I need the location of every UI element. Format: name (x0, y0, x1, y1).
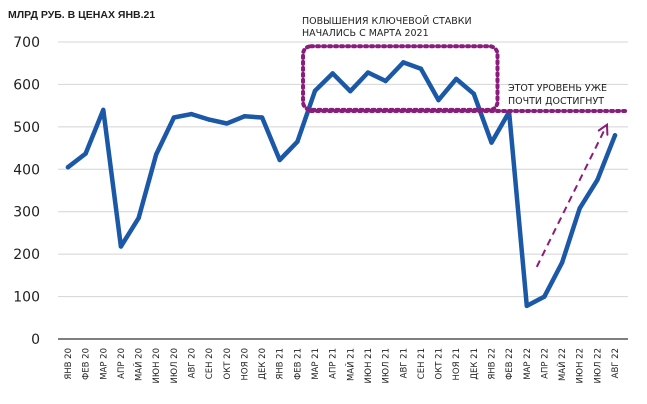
box-caption-line2: НАЧАЛИСЬ С МАРТА 2021 (302, 28, 429, 39)
x-tick-label: АПР 21 (329, 348, 339, 379)
data-point (436, 97, 441, 103)
x-tick-label: НОЯ 20 (240, 348, 250, 381)
data-point (65, 164, 71, 170)
data-point (242, 114, 247, 119)
y-tick-label: 0 (31, 332, 40, 348)
data-point (136, 215, 141, 221)
x-tick-label: ИЮН 20 (152, 348, 162, 383)
x-tick-label: СЕН 21 (417, 348, 427, 379)
x-tick-label: ФЕВ 21 (293, 348, 303, 380)
data-point (612, 133, 618, 138)
data-point (453, 76, 459, 82)
x-tick-label: ИЮЛ 21 (382, 348, 392, 383)
y-axis-title: МЛРД РУБ. В ЦЕНАХ ЯНВ.21 (8, 9, 155, 21)
data-point (577, 206, 582, 211)
data-point (471, 91, 477, 96)
x-tick-label: НОЯ 21 (452, 348, 462, 381)
x-tick-label: ИЮН 21 (364, 348, 374, 383)
data-point (595, 177, 600, 183)
data-point (365, 70, 371, 75)
data-point (401, 60, 406, 65)
data-point (295, 139, 300, 144)
data-point (206, 117, 212, 122)
data-point (101, 107, 106, 113)
x-tick-label: ЯНВ 20 (64, 348, 74, 380)
level-caption-line1: ЭТОТ УРОВЕНЬ УЖЕ (508, 83, 607, 94)
x-tick-label: ЯНВ 21 (276, 348, 286, 380)
data-point (83, 151, 88, 156)
data-point (277, 157, 282, 163)
trend-arrowhead (597, 122, 609, 136)
x-tick-label: МАЙ 21 (344, 348, 356, 381)
y-tick-label: 600 (13, 77, 40, 93)
x-tick-label: СЕН 20 (205, 348, 215, 379)
x-tick-label: ФЕВ 22 (505, 348, 515, 380)
x-tick-label: АПР 22 (540, 348, 550, 379)
y-tick-labels: 0 100 200 300 400 500 600 700 (13, 35, 40, 348)
data-point (524, 303, 529, 309)
x-tick-label: ОКТ 20 (223, 348, 233, 379)
x-tick-label: АВГ 21 (399, 348, 409, 378)
x-tick-label: МАР 21 (311, 348, 321, 380)
x-tick-label: ЯНВ 22 (487, 348, 497, 380)
x-tick-label: АВГ 20 (188, 348, 198, 378)
series-line (65, 60, 618, 309)
x-tick-label: ФЕВ 20 (82, 348, 92, 380)
data-point (312, 88, 318, 93)
y-tick-label: 100 (13, 290, 40, 306)
data-point (418, 66, 424, 71)
y-tick-label: 500 (13, 120, 40, 136)
trend-arrow (535, 124, 608, 268)
data-point (559, 260, 565, 265)
x-tick-label: МАР 20 (99, 348, 109, 380)
x-tick-label: ИЮН 22 (576, 348, 586, 383)
y-tick-label: 200 (13, 247, 40, 263)
x-tick-label: ОКТ 21 (435, 348, 445, 379)
data-point (154, 152, 159, 157)
x-tick-label: ИЮЛ 22 (593, 348, 603, 383)
data-point (348, 89, 353, 94)
annotations: ПОВЫШЕНИЯ КЛЮЧЕВОЙ СТАВКИ НАЧАЛИСЬ С МАР… (301, 15, 628, 268)
x-tick-label: МАЙ 20 (133, 348, 145, 381)
x-tick-label: МАР 22 (523, 348, 533, 380)
data-point (259, 115, 265, 120)
x-tick-labels: ЯНВ 20 ФЕВ 20 МАР 20 АПР 20 МАЙ 20 ИЮН 20 ИЮЛ … (64, 348, 621, 383)
level-caption-line2: ПОЧТИ ДОСТИГНУТ (508, 96, 604, 107)
x-tick-label: АПР 20 (117, 348, 127, 379)
y-tick-label: 300 (13, 205, 40, 221)
data-point (189, 111, 194, 117)
data-point (118, 244, 124, 249)
data-point (171, 115, 177, 120)
x-tick-label: ДЕК 20 (258, 348, 268, 380)
series-group (65, 60, 618, 309)
data-point (542, 294, 547, 299)
x-tick-label: АВГ 22 (611, 348, 621, 378)
y-tick-label: 400 (13, 162, 40, 178)
rate-hike-box (301, 44, 500, 112)
x-tick-label: ДЕК 21 (470, 348, 480, 380)
data-point (489, 140, 494, 145)
x-tick-label: МАЙ 22 (556, 348, 568, 381)
x-tick-label: ИЮЛ 20 (170, 348, 180, 383)
data-point (383, 78, 388, 84)
box-caption-line1: ПОВЫШЕНИЯ КЛЮЧЕВОЙ СТАВКИ (302, 15, 472, 27)
data-point (330, 71, 335, 76)
data-point (224, 121, 230, 126)
y-tick-label: 700 (13, 35, 40, 51)
